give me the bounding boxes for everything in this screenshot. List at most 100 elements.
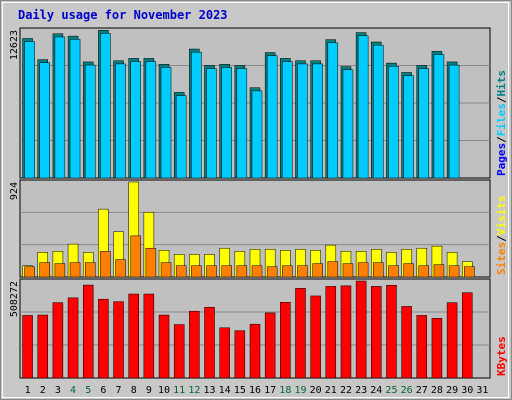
bar-files [206,68,217,179]
legend-visits: Visits [495,196,508,236]
bar-sites [191,265,202,278]
bar-sites [388,265,399,278]
bar-files [145,61,157,179]
bar-sites [69,262,81,278]
bar-kbytes [264,312,276,379]
bar-kbytes [52,302,64,379]
bar-sites [39,262,50,278]
x-tick-label: 12 [188,385,200,396]
bar-files [175,95,187,179]
bar-kbytes [158,314,170,379]
bar-kbytes [401,306,412,379]
bar-kbytes [113,301,124,379]
bar-kbytes [386,285,397,379]
bar-files [221,67,232,179]
bar-kbytes [98,298,109,379]
bar-files [69,39,81,179]
bar-files [373,44,384,179]
bar-files [24,41,35,179]
bar-kbytes [310,295,321,379]
bar-kbytes [82,284,94,379]
x-tick-label: 7 [116,385,122,396]
bar-files [100,33,111,179]
bar-kbytes [355,280,367,379]
bar-sites [282,265,293,278]
bar-files [236,68,248,179]
bar-files [54,36,66,179]
bar-files [282,61,293,179]
y-max-label: 924 [9,182,20,200]
x-tick-label: 5 [85,385,91,396]
bar-files [191,51,202,179]
x-tick-label: 28 [431,385,443,396]
bar-files [160,67,172,179]
bar-files [342,69,354,179]
chart-title: Daily usage for November 2023 [18,8,228,22]
legend-pages: Pages [495,143,508,176]
legend-1: Sites/Visits [495,196,508,276]
legend-0: Pages/Files/Hits [495,70,508,176]
x-tick-label: 26 [401,385,413,396]
bar-kbytes [37,314,48,379]
x-tick-label: 6 [100,385,106,396]
bar-sites [24,266,35,278]
bar-kbytes [280,301,291,379]
x-axis-labels: 1 2 3 4 5 6 7 8 9 10 11 12 13 14 15 16 17 18 19 20 21 22 23 24 2… [25,385,489,396]
bar-files [327,42,339,179]
bar-kbytes [340,285,352,379]
x-tick-label: 17 [264,385,276,396]
x-tick-label: 9 [146,385,152,396]
bar-files [266,55,278,179]
legend-sites: Sites [495,242,508,275]
x-tick-label: 23 [355,385,367,396]
bar-kbytes [249,323,261,379]
bar-files [433,54,445,179]
bar-sites [373,262,384,278]
x-tick-label: 18 [279,385,291,396]
bar-sites [221,265,232,278]
bar-sites [206,265,217,278]
x-tick-label: 27 [416,385,428,396]
bar-sites [251,265,263,278]
bar-sites [464,266,475,278]
bar-kbytes [173,324,185,379]
bar-files [357,35,369,179]
x-tick-label: 3 [55,385,61,396]
x-tick-label: 20 [310,385,322,396]
bar-sites [160,262,172,278]
bar-files [448,64,460,179]
y-max-label: 12623 [9,30,20,60]
bar-files [84,64,96,179]
bar-kbytes [143,293,155,379]
bar-sites [266,266,278,278]
bar-kbytes [128,293,139,379]
legend-2: KBytes [495,336,508,376]
x-tick-label: 24 [370,385,382,396]
legend-separator: / [495,96,508,103]
bar-files [297,63,308,179]
bar-sites [342,263,354,278]
bar-kbytes [325,286,337,379]
x-tick-label: 25 [385,385,397,396]
x-tick-label: 8 [131,385,137,396]
bar-sites [357,262,369,278]
bar-sites [448,265,460,278]
bar-sites [84,262,96,278]
bar-kbytes [219,327,230,379]
bar-kbytes [22,315,33,379]
legend-separator: / [495,136,508,143]
bar-sites [54,263,66,278]
x-tick-label: 19 [294,385,306,396]
x-tick-label: 30 [461,385,473,396]
bar-kbytes [189,310,200,379]
x-tick-label: 31 [476,385,488,396]
legend-hits: Hits [495,70,508,97]
bar-files [130,61,141,179]
y-max-label: 508272 [9,281,20,317]
x-tick-label: 21 [325,385,337,396]
bar-sites [312,263,323,278]
x-tick-label: 2 [40,385,46,396]
bar-files [115,63,126,179]
bar-sites [100,251,111,278]
